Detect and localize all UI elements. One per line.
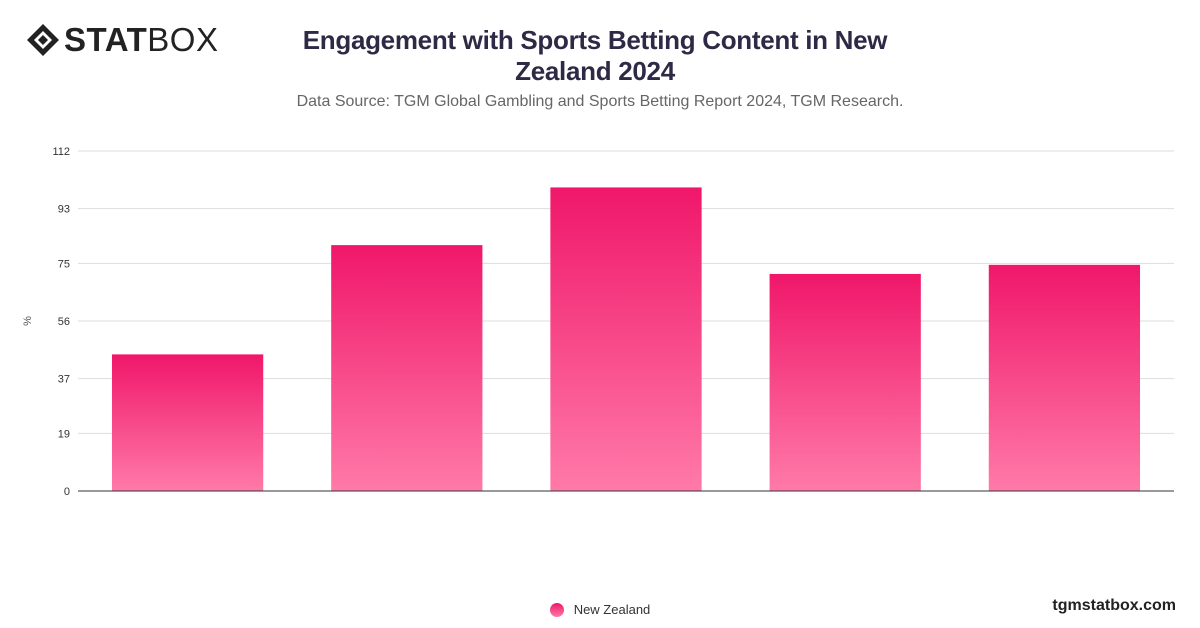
legend[interactable]: New Zealand	[0, 602, 1200, 617]
diamond-logo-icon	[27, 24, 59, 56]
logo-text-bold: STAT	[64, 21, 148, 58]
y-tick-labels: 0 19 37 56 75 93 112	[52, 146, 70, 498]
y-tick-label: 112	[52, 146, 70, 158]
statbox-logo[interactable]: STATBOX	[26, 22, 218, 58]
y-tick-label: 37	[58, 374, 70, 386]
site-url[interactable]: tgmstatbox.com	[1052, 597, 1176, 614]
y-tick-label: 0	[64, 486, 70, 498]
y-tick-label: 56	[58, 316, 70, 328]
bar[interactable]	[988, 264, 1141, 491]
chart-subtitle: Data Source: TGM Global Gambling and Spo…	[296, 93, 904, 110]
bar[interactable]	[550, 187, 702, 491]
y-tick-label: 19	[58, 428, 70, 440]
bar[interactable]	[111, 354, 264, 491]
y-tick-label: 93	[58, 204, 70, 216]
y-axis-label: %	[22, 316, 34, 326]
bar[interactable]	[331, 245, 483, 491]
y-tick-label: 75	[58, 258, 70, 270]
bars	[111, 187, 1141, 491]
legend-label: New Zealand	[573, 602, 651, 617]
bar[interactable]	[769, 273, 921, 491]
chart-title: Engagement with Sports Betting Content i…	[302, 25, 888, 86]
legend-swatch	[549, 602, 564, 617]
logo-text: STATBOX	[64, 22, 218, 58]
logo-text-light: BOX	[147, 21, 219, 58]
